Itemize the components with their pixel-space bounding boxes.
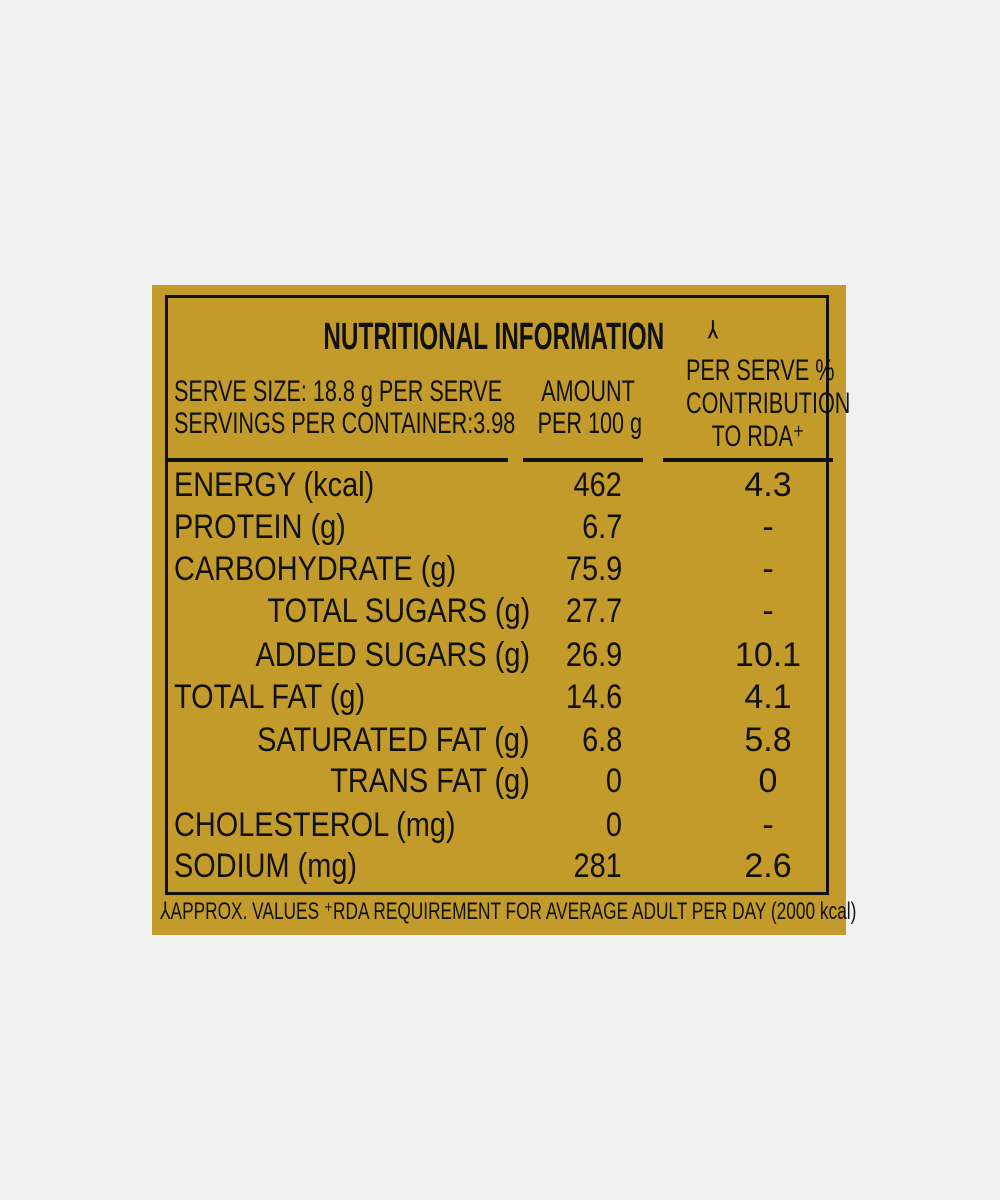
nutrient-name: ENERGY (kcal) xyxy=(174,466,375,504)
nutrient-row: SODIUM (mg) 281 2.6 xyxy=(168,847,832,889)
amount-header-line: AMOUNT xyxy=(541,375,635,408)
nutrient-name: ADDED SUGARS (g) xyxy=(255,636,530,674)
nutrient-row: ADDED SUGARS (g) 26.9 10.1 xyxy=(168,636,832,678)
nutrient-amount: 75.9 xyxy=(565,550,622,588)
nutrient-rda: 0 xyxy=(758,762,778,800)
footnote: ⅄APPROX. VALUES ⁺RDA REQUIREMENT FOR AVE… xyxy=(160,898,857,925)
nutrient-rda: 10.1 xyxy=(734,636,802,674)
nutrient-row: ENERGY (kcal) 462 4.3 xyxy=(168,466,832,508)
amount-header: AMOUNT PER 100 g xyxy=(537,375,643,440)
nutrient-name: TOTAL SUGARS (g) xyxy=(267,592,530,630)
nutrient-amount: 6.7 xyxy=(581,508,622,546)
amount-header-line: PER 100 g xyxy=(537,407,643,440)
nutrient-amount: 26.9 xyxy=(565,636,622,674)
servings-per-container: SERVINGS PER CONTAINER:3.98 xyxy=(174,407,516,440)
divider xyxy=(168,458,508,462)
nutrient-rda: 4.1 xyxy=(744,678,792,716)
nutrient-rda: - xyxy=(762,508,774,546)
nutrient-row: CHOLESTEROL (mg) 0 - xyxy=(168,806,832,848)
nutrient-rda: - xyxy=(762,550,774,588)
nutrient-name: SODIUM (mg) xyxy=(174,847,358,885)
nutrient-name: TOTAL FAT (g) xyxy=(174,678,366,716)
rda-header-line: TO RDA⁺ xyxy=(711,420,805,453)
nutrient-amount: 27.7 xyxy=(565,592,622,630)
nutrient-row: CARBOHYDRATE (g) 75.9 - xyxy=(168,550,832,592)
nutrient-name: PROTEIN (g) xyxy=(174,508,346,546)
nutrient-row: TOTAL SUGARS (g) 27.7 - xyxy=(168,592,832,634)
divider xyxy=(523,458,643,462)
rda-header-line: CONTRIBUTION xyxy=(686,387,851,420)
nutrient-rda: 5.8 xyxy=(744,721,792,759)
nutrient-name: CHOLESTEROL (mg) xyxy=(174,806,456,844)
nutrient-rda: 4.3 xyxy=(744,466,792,504)
rda-header: PER SERVE % CONTRIBUTION TO RDA⁺ xyxy=(686,354,851,453)
nutrient-amount: 14.6 xyxy=(565,678,622,716)
nutrient-row: TOTAL FAT (g) 14.6 4.1 xyxy=(168,678,832,720)
nutrient-amount: 281 xyxy=(573,847,622,885)
title-text: NUTRITIONAL INFORMATION xyxy=(323,316,665,358)
nutrient-row: TRANS FAT (g) 0 0 xyxy=(168,762,832,804)
approx-mark: ⅄ xyxy=(708,317,718,344)
nutrient-name: SATURATED FAT (g) xyxy=(257,721,530,759)
nutrient-row: SATURATED FAT (g) 6.8 5.8 xyxy=(168,721,832,763)
nutrient-amount: 6.8 xyxy=(581,721,622,759)
nutrient-rda: - xyxy=(762,806,774,844)
serve-info: SERVE SIZE: 18.8 g PER SERVE SERVINGS PE… xyxy=(174,376,515,440)
nutrient-amount: 462 xyxy=(573,466,622,504)
nutrient-row: PROTEIN (g) 6.7 - xyxy=(168,508,832,550)
nutrient-amount: 0 xyxy=(605,762,622,800)
nutrient-name: TRANS FAT (g) xyxy=(330,762,530,800)
rda-header-line: PER SERVE % xyxy=(686,354,835,387)
nutrient-name: CARBOHYDRATE (g) xyxy=(174,550,457,588)
nutrient-rda: 2.6 xyxy=(744,847,792,885)
nutrition-label: NUTRITIONAL INFORMATION ⅄ SERVE SIZE: 18.… xyxy=(152,285,856,935)
label-title: NUTRITIONAL INFORMATION ⅄ xyxy=(168,316,832,359)
nutrition-table: NUTRITIONAL INFORMATION ⅄ SERVE SIZE: 18.… xyxy=(165,295,851,895)
nutrient-rda: - xyxy=(762,592,774,630)
serve-size: SERVE SIZE: 18.8 g PER SERVE xyxy=(174,375,503,408)
nutrient-amount: 0 xyxy=(605,806,622,844)
divider xyxy=(663,458,833,462)
